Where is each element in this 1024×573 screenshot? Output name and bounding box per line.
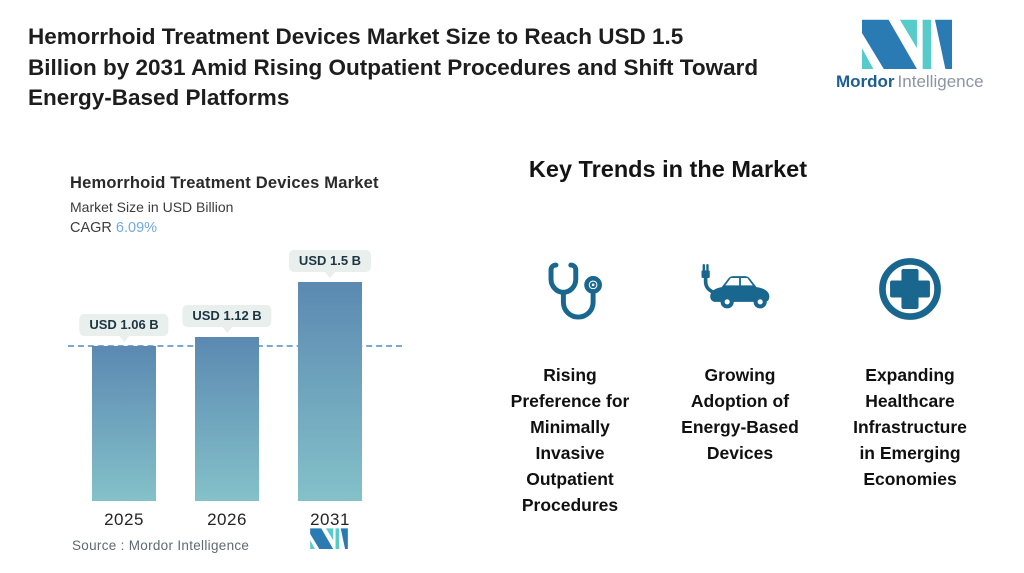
trend-item-outpatient: Rising Preference for Minimally Invasive Out… (480, 246, 660, 518)
value-badge: USD 1.12 B (182, 305, 272, 328)
text-line: Infrastructure (853, 417, 967, 437)
mordor-logo-icon (862, 19, 952, 69)
trend-item-healthcare-infrastructure: Expanding Healthcare Infrastructure in Emer… (820, 246, 1000, 492)
trend-text: Growing Adoption of Energy-Based Devices (650, 362, 830, 466)
text-line: Procedures (521, 495, 619, 515)
brand-name: Mordor Intelligence (836, 72, 1016, 92)
bar-group-2025: USD 1.06 B 2025 (79, 260, 169, 529)
bar-chart-plot: USD 1.06 B 2025 USD 1.12 B 2026 USD 1.5 B 203… (40, 249, 435, 529)
chart-title: Hemorrhoid Treatment Devices Market (70, 174, 379, 192)
bar-group-2026: USD 1.12 B 2026 (182, 260, 272, 529)
text-line: Devices (706, 443, 774, 463)
bar-2026 (195, 337, 259, 501)
text-line: in Emerging (859, 443, 961, 463)
text-line: Rising (543, 365, 597, 385)
text-line: Invasive (535, 443, 605, 463)
mordor-logo-icon-small (310, 528, 348, 549)
source-text: Source : Mordor Intelligence (72, 538, 250, 553)
bar-group-2031: USD 1.5 B 2031 (288, 249, 372, 529)
text-line: Minimally (530, 417, 610, 437)
page-title: Hemorrhoid Treatment Devices Market Size… (28, 22, 758, 114)
trend-text: Rising Preference for Minimally Invasive Out… (480, 362, 660, 518)
text-line: Preference for (510, 391, 630, 411)
brand-name-light: Intelligence (897, 72, 984, 91)
value-badge: USD 1.06 B (79, 314, 169, 337)
chart-cagr: CAGR 6.09% (70, 220, 157, 236)
text-line: Energy-Based Platforms (28, 85, 290, 110)
text-line: Growing (704, 365, 776, 385)
bar-2025 (92, 346, 156, 501)
text-line: Economies (863, 469, 957, 489)
text-line: Adoption of (690, 391, 790, 411)
text-line: Billion by 2031 Amid Rising Outpatient P… (28, 54, 759, 80)
cagr-label: CAGR (70, 220, 112, 236)
electric-car-icon (650, 246, 830, 332)
text-line: Outpatient (526, 469, 614, 489)
text-line: Energy-Based (681, 417, 799, 437)
value-badge: USD 1.5 B (288, 249, 372, 272)
trend-text: Expanding Healthcare Infrastructure in Emer… (820, 362, 1000, 492)
key-trends-panel: Key Trends in the Market Rising Preferenc… (460, 150, 1020, 570)
x-axis-label: 2026 (207, 510, 247, 529)
cagr-value: 6.09% (115, 220, 158, 236)
chart-subtitle: Market Size in USD Billion (70, 199, 234, 215)
brand-logo: Mordor Intelligence (836, 14, 1016, 92)
text-line: Expanding (865, 365, 955, 385)
text-line: Healthcare (865, 391, 955, 411)
stethoscope-icon (480, 246, 660, 332)
trend-item-energy-devices: Growing Adoption of Energy-Based Devices (650, 246, 830, 466)
x-axis-label: 2031 (310, 510, 350, 529)
x-axis-label: 2025 (104, 510, 144, 529)
brand-name-bold: Mordor (836, 72, 895, 91)
text-line: Hemorrhoid Treatment Devices Market Size… (28, 24, 684, 49)
bar-2031 (298, 281, 362, 501)
medical-cross-icon (820, 246, 1000, 332)
market-chart-panel: Hemorrhoid Treatment Devices Market Mark… (40, 160, 435, 562)
trends-heading: Key Trends in the Market (528, 156, 808, 182)
